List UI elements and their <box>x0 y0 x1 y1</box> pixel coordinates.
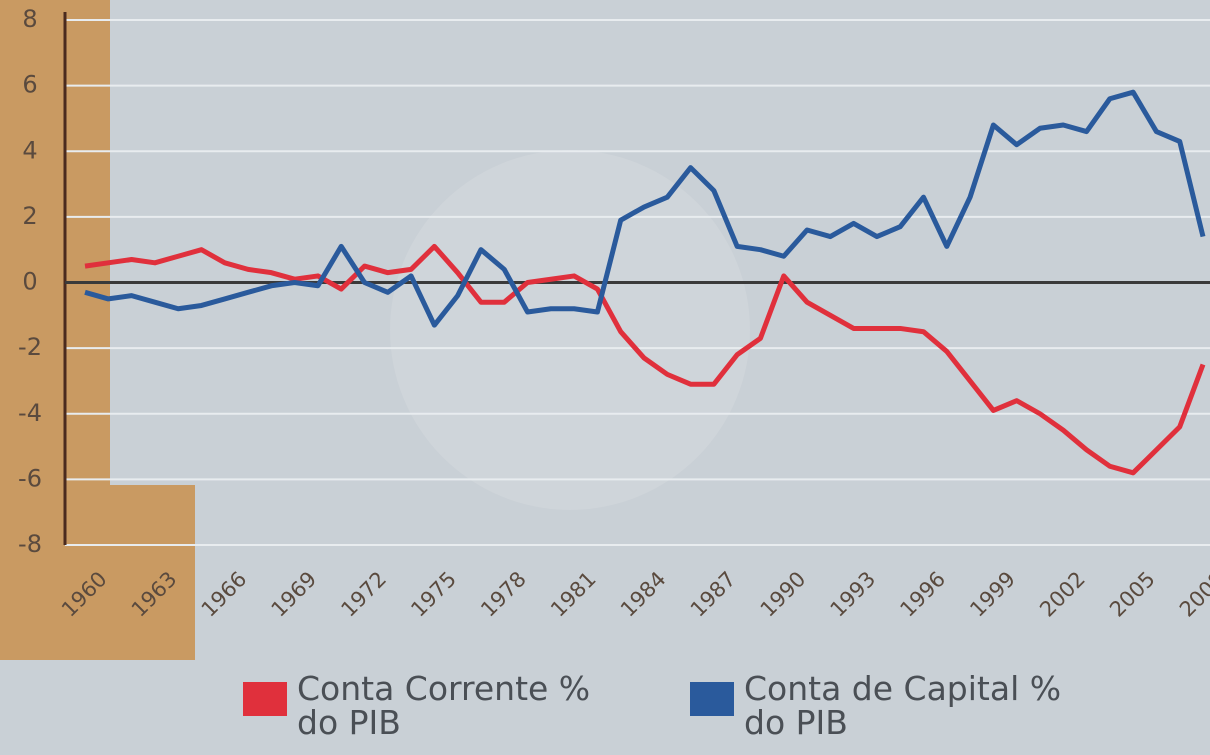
x-tick-label: 1987 <box>686 567 741 622</box>
x-tick-label: 1978 <box>476 567 531 622</box>
y-tick-label: 2 <box>22 202 37 230</box>
legend-swatch <box>690 682 734 716</box>
x-tick-label: 1972 <box>336 567 391 622</box>
y-tick-label: 0 <box>22 268 37 296</box>
legend-label: Conta de Capital % do PIB <box>744 669 1062 742</box>
y-tick-label: -8 <box>18 530 42 558</box>
x-tick-label: 1975 <box>406 567 461 622</box>
background-strip <box>0 0 110 490</box>
y-tick-label: 6 <box>22 71 37 99</box>
y-tick-label: -4 <box>18 399 42 427</box>
series-line <box>84 243 1206 476</box>
x-tick-label: 1966 <box>197 567 252 622</box>
series-line <box>84 89 1206 328</box>
legend-item: Conta Corrente % do PIB <box>243 672 637 740</box>
background-circle <box>390 150 750 510</box>
y-tick-label: -6 <box>18 464 42 492</box>
legend-label: Conta Corrente % do PIB <box>297 669 591 742</box>
legend-item: Conta de Capital % do PIB <box>690 672 1084 740</box>
background-block <box>0 485 195 660</box>
x-tick-label: 1996 <box>895 567 950 622</box>
x-tick-label: 1969 <box>267 567 322 622</box>
y-tick-label: 8 <box>22 5 37 33</box>
x-tick-label: 1981 <box>546 567 601 622</box>
x-tick-label: 2005 <box>1105 567 1160 622</box>
y-tick-label: -2 <box>18 333 42 361</box>
x-tick-label: 2002 <box>1035 567 1090 622</box>
x-tick-label: 1993 <box>826 567 881 622</box>
x-tick-label: 1990 <box>756 567 811 622</box>
x-tick-label: 1984 <box>616 567 671 622</box>
y-tick-label: 4 <box>22 136 37 164</box>
x-tick-label: 2008 <box>1175 567 1210 622</box>
legend-swatch <box>243 682 287 716</box>
x-tick-label: 1999 <box>965 567 1020 622</box>
